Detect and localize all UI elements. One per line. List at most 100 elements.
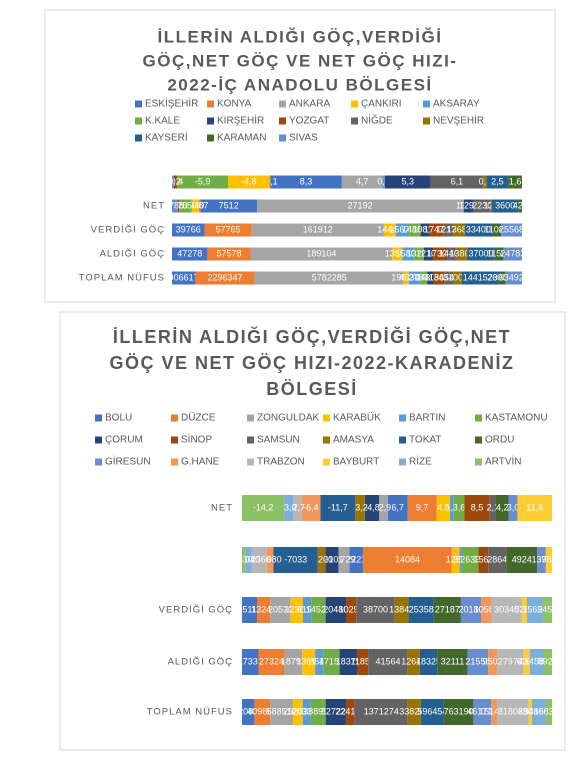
legend-swatch <box>171 458 178 466</box>
legend-swatch <box>423 100 430 108</box>
value-label: 12647 <box>401 656 426 666</box>
value-label: 6,7 <box>391 502 404 512</box>
value-label: 278749 <box>409 272 439 282</box>
value-label: 20520 <box>268 604 293 614</box>
value-label: 27192 <box>348 200 373 210</box>
bar-segment <box>491 597 522 623</box>
value-label: -0,4 <box>168 176 184 186</box>
bar-segment <box>245 547 252 573</box>
bar-segment <box>242 547 246 573</box>
value-label: 3,0 <box>507 502 520 512</box>
value-label: -1729 <box>332 554 355 564</box>
legend-label: ANKARA <box>289 99 330 110</box>
value-label: 1371274 <box>364 706 399 716</box>
bar-segment <box>382 175 385 189</box>
legend-swatch <box>207 117 214 125</box>
bar-segment <box>403 271 409 285</box>
value-label: 11080 <box>484 224 508 234</box>
bar-segment <box>254 271 404 285</box>
bar-segment <box>349 547 364 573</box>
value-label: -4,8 <box>241 176 257 186</box>
bar-segment <box>346 699 355 725</box>
value-label: 15670 <box>390 224 415 234</box>
value-label: 320824 <box>233 706 263 716</box>
legend-swatch <box>475 414 482 422</box>
bar-segment <box>450 495 454 521</box>
value-label: 310011 <box>443 272 472 282</box>
category-label: ALDIĞI GÖÇ <box>168 657 233 668</box>
value-label: 420 <box>513 200 528 210</box>
value-label: 243042 <box>415 272 445 282</box>
legend-label: ORDU <box>485 435 514 446</box>
legend-swatch <box>95 458 102 466</box>
bar-segment <box>266 547 274 573</box>
value-label: -2101 <box>320 554 343 564</box>
value-label: 11,6 <box>526 502 543 512</box>
bar-segment <box>459 547 462 573</box>
bar-segment <box>251 223 384 237</box>
bar-segment <box>545 699 552 725</box>
bar-segment <box>200 199 258 213</box>
bar-segment <box>436 495 451 521</box>
bar-segment <box>433 247 446 261</box>
bar-segment <box>481 597 492 623</box>
value-label: 433055 <box>399 272 429 282</box>
value-label: 120 <box>484 200 499 210</box>
bar-segment <box>325 699 347 725</box>
value-label: -5,9 <box>195 176 211 186</box>
value-label: 17159 <box>319 656 344 666</box>
category-label: VERDİĞİ GÖÇ <box>159 605 233 616</box>
bar-segment <box>273 547 318 573</box>
value-label: 151449 <box>479 706 509 716</box>
legend-label: ESKİŞEHİR <box>145 97 198 110</box>
bar-segment <box>195 271 255 285</box>
value-label: 24783 <box>500 248 525 258</box>
value-label: 15800 <box>396 248 421 258</box>
bar-segment <box>464 199 474 213</box>
bar-segment <box>537 547 546 573</box>
bar-segment <box>506 547 538 573</box>
value-label: 6263 <box>517 656 537 666</box>
bar-segment <box>464 223 493 237</box>
bar-segment <box>270 699 294 725</box>
value-label: 260838 <box>487 272 517 282</box>
bar-segment <box>408 223 421 237</box>
value-label: -1650 <box>174 200 197 210</box>
value-label: 763190 <box>444 706 474 716</box>
value-label: -11,7 <box>328 502 348 512</box>
legend-label: KONYA <box>217 99 252 110</box>
value-label: 32111 <box>441 656 465 666</box>
legend-swatch <box>247 458 254 466</box>
value-label: 39766 <box>176 224 201 234</box>
value-label: 224198 <box>335 706 365 716</box>
value-label: 189104 <box>306 248 336 258</box>
value-label: 365419 <box>434 272 464 282</box>
value-label: 13500 <box>385 248 410 258</box>
value-label: 12170 <box>436 224 461 234</box>
bar-segment <box>433 597 461 623</box>
legend-label: AKSARAY <box>433 99 480 110</box>
bar-segment <box>408 597 434 623</box>
category-label: NET <box>143 201 165 212</box>
legend-swatch <box>423 117 430 125</box>
legend-swatch <box>95 436 102 444</box>
chart-title: BÖLGESİ <box>266 379 358 399</box>
bar-segment <box>430 175 484 189</box>
bar-segment <box>483 175 487 189</box>
legend-swatch <box>247 436 254 444</box>
bar-segment <box>320 495 356 521</box>
bar-segment <box>451 547 460 573</box>
value-label: 906617 <box>169 272 199 282</box>
bar-segment <box>518 199 522 213</box>
legend-label: BAYBURT <box>333 457 379 468</box>
bar-segment <box>445 247 457 261</box>
bar-segment <box>173 175 178 189</box>
value-label: 18325 <box>416 656 441 666</box>
bar-segment <box>473 199 491 213</box>
value-label: 2639 <box>460 554 480 564</box>
legend-label: KIRŞEHİR <box>217 114 264 127</box>
bar-segment <box>460 597 482 623</box>
chart-frame <box>59 311 566 751</box>
value-label: 14084 <box>395 554 420 564</box>
legend-label: TOKAT <box>409 435 441 446</box>
